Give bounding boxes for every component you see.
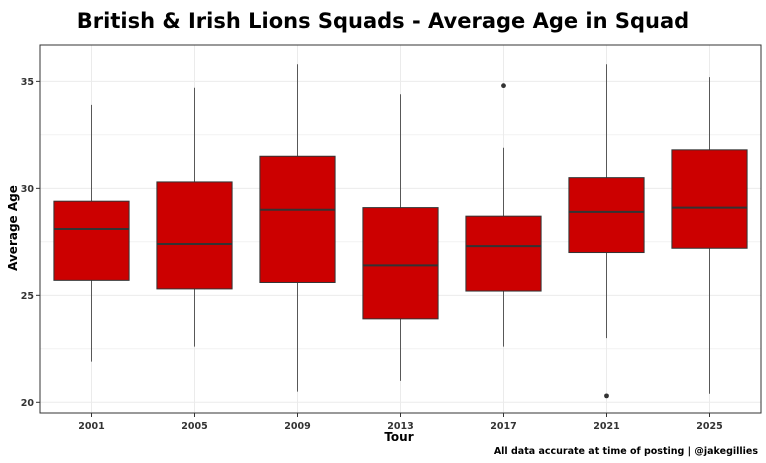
box-series	[53, 64, 748, 399]
y-tick-label: 20	[21, 398, 35, 409]
outlier-point	[604, 393, 609, 399]
box-2005	[156, 181, 233, 290]
box-2025	[671, 149, 748, 249]
x-tick-label: 2013	[387, 421, 413, 432]
x-tick-label: 2005	[181, 421, 207, 432]
box-2009	[259, 155, 336, 283]
chart-title: British & Irish Lions Squads - Average A…	[76, 9, 690, 33]
x-tick-label: 2021	[593, 421, 619, 432]
outlier-point	[501, 83, 506, 89]
box-2021	[568, 177, 645, 254]
x-tick-label: 2025	[696, 421, 722, 432]
y-tick-label: 25	[21, 291, 34, 302]
x-tick-label: 2017	[490, 421, 516, 432]
caption: All data accurate at time of posting | @…	[493, 446, 758, 457]
y-tick-label: 35	[21, 77, 34, 88]
x-tick-label: 2009	[284, 421, 310, 432]
box-2017	[465, 215, 542, 292]
y-tick-label: 30	[21, 184, 35, 195]
box-2013	[362, 207, 439, 320]
box-2001	[53, 200, 130, 281]
y-axis-label: Average Age	[6, 185, 20, 271]
x-axis-label: Tour	[384, 430, 413, 444]
x-tick-label: 2001	[78, 421, 104, 432]
